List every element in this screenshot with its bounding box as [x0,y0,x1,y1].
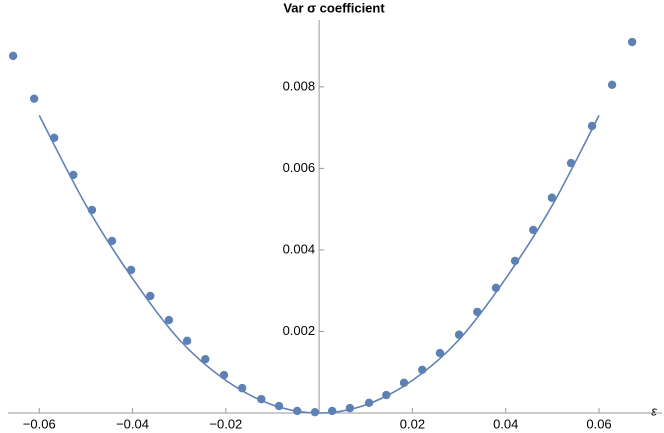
x-tick-label: −0.06 [23,416,56,431]
data-point [182,336,192,346]
fit-line [38,115,600,414]
x-tick-label: 0.06 [586,416,611,431]
x-tick-label: 0.02 [400,416,425,431]
data-point [146,291,155,301]
data-point [164,315,174,325]
x-tick-label: −0.04 [116,416,149,431]
y-tick-label: 0.004 [283,241,316,256]
y-tick-label: 0.006 [283,160,316,175]
data-point [219,370,229,380]
data-point [454,330,464,339]
x-tick-label: −0.02 [209,416,242,431]
x-axis-label: ε [651,403,657,418]
chart-title: Var σ coefficient [283,0,385,15]
x-tick-label: 0.04 [493,416,518,431]
data-point [201,354,210,364]
data-point [107,236,117,246]
data-point [435,348,445,358]
data-point [547,193,557,202]
data-point [328,406,337,416]
data-point [607,80,617,90]
y-tick-label: 0.008 [283,78,316,93]
data-point [627,37,637,47]
data-point [29,94,39,103]
data-point [8,51,18,61]
y-tick-label: 0.002 [283,323,316,338]
